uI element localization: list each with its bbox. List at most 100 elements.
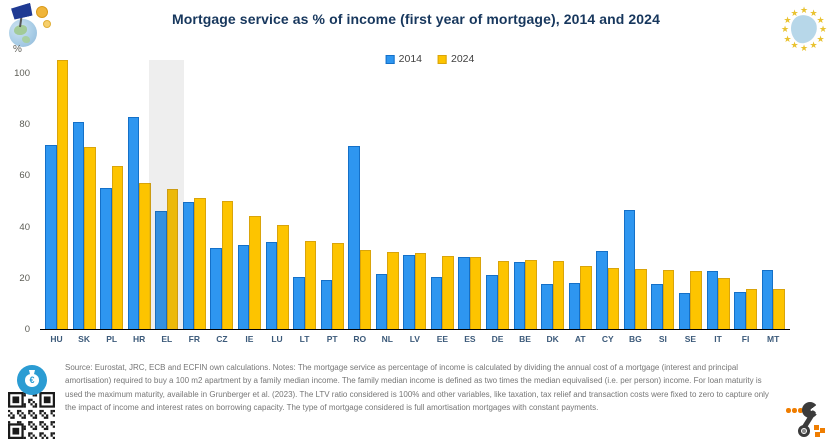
eu-stars-emblem-icon: ★ ★ ★ ★ ★ ★ ★ ★ ★ ★ ★ ★: [780, 5, 828, 53]
bar-DK-2014: [541, 284, 553, 329]
euro-symbol: €: [29, 375, 35, 385]
bar-DE-2014: [486, 275, 498, 329]
bar-FR-2024: [194, 198, 206, 329]
bar-IE-2014: [237, 244, 250, 329]
bar-RO-2024: [359, 249, 372, 329]
globe-euro-icon: [6, 3, 52, 51]
y-tick-label: 80: [19, 119, 30, 131]
bar-PL-2014: [100, 188, 112, 329]
bar-group-HU: [45, 60, 68, 329]
x-axis-labels: HU SK PL HR EL FR CZ IE LU LT PT RO NL LV EE ES DE BE DK AT…: [40, 334, 790, 344]
x-label-IT: IT: [714, 334, 722, 344]
bar-group-IE: [237, 60, 261, 329]
bar-FI-2024: [745, 289, 758, 329]
x-label-CZ: CZ: [216, 334, 228, 344]
eu-star: ★: [783, 14, 792, 25]
bar-group-BE: [513, 60, 537, 329]
bar-BE-2024: [525, 259, 537, 329]
eu-star: ★: [819, 24, 828, 34]
bar-SE-2024: [690, 271, 702, 329]
bar-group-LT: [293, 60, 317, 329]
bar-group-IT: [706, 60, 730, 329]
y-tick-label: 20: [19, 272, 30, 284]
eu-star: ★: [800, 43, 809, 53]
bar-NL-2014: [375, 273, 388, 329]
logo-pixel-square: [820, 428, 825, 433]
eu-star: ★: [816, 14, 825, 25]
chart-title: Mortgage service as % of income (first y…: [172, 11, 660, 27]
bar-ES-2024: [469, 257, 482, 329]
bar-group-FI: [734, 60, 758, 329]
eu-star: ★: [816, 33, 825, 44]
bar-AT-2014: [568, 282, 581, 329]
bar-HR-2014: [127, 116, 140, 329]
bar-EL-2024: [166, 189, 179, 329]
y-axis-ticks: 0 20 40 60 80 100: [0, 60, 34, 335]
bar-SK-2024: [84, 147, 96, 329]
bar-LT-2024: [304, 240, 317, 329]
bar-FR-2014: [182, 202, 195, 329]
bar-SI-2024: [662, 270, 675, 329]
bar-MT-2014: [761, 270, 774, 329]
x-label-DK: DK: [546, 334, 559, 344]
x-label-NL: NL: [381, 334, 393, 344]
bar-CZ-2024: [221, 201, 234, 329]
bar-SI-2014: [651, 284, 663, 329]
x-label-HR: HR: [133, 334, 146, 344]
bar-CY-2014: [596, 250, 608, 329]
x-label-EL: EL: [161, 334, 173, 344]
bar-PL-2024: [111, 166, 124, 329]
globe-continent-shape: [22, 36, 30, 43]
bar-group-DE: [486, 60, 509, 329]
bar-HR-2024: [139, 183, 151, 329]
logo-dot: [798, 408, 803, 413]
bar-groups: [40, 60, 790, 329]
bar-MT-2024: [773, 289, 785, 329]
bar-group-RO: [348, 60, 372, 329]
coin-icon: [36, 6, 48, 18]
bar-CY-2024: [607, 267, 620, 329]
legend-item-2014: 2014: [385, 53, 422, 65]
x-label-CY: CY: [601, 334, 614, 344]
legend-swatch: [385, 54, 395, 64]
bar-EE-2014: [430, 276, 443, 329]
bar-group-AT: [568, 60, 592, 329]
x-label-SI: SI: [658, 334, 667, 344]
globe-continent-shape: [14, 25, 27, 35]
bar-NL-2024: [387, 252, 399, 329]
percent-bottom-circle-core: [802, 429, 806, 433]
x-label-LT: LT: [299, 334, 310, 344]
eu-star: ★: [800, 5, 809, 15]
bar-HU-2024: [56, 60, 68, 329]
x-label-DE: DE: [491, 334, 504, 344]
eu-star: ★: [790, 40, 799, 51]
bar-LV-2014: [403, 254, 415, 329]
y-tick-label: 60: [19, 170, 30, 182]
bar-PT-2024: [332, 243, 344, 329]
bar-AT-2024: [580, 266, 592, 329]
bar-IT-2024: [718, 277, 730, 329]
legend-label: 2024: [451, 53, 475, 65]
bar-DK-2024: [552, 261, 565, 329]
bar-group-CY: [596, 60, 620, 329]
bar-BG-2024: [635, 268, 647, 329]
bar-group-FR: [182, 60, 206, 329]
bar-RO-2014: [348, 145, 360, 329]
bar-LV-2024: [414, 253, 427, 329]
y-tick-label: 40: [19, 221, 30, 233]
pacman-eye: [809, 405, 812, 408]
source-notes-text: Source: Eurostat, JRC, ECB and ECFIN own…: [65, 363, 769, 413]
eu-star: ★: [809, 40, 818, 51]
legend-swatch: [438, 54, 447, 64]
bar-group-CZ: [210, 60, 234, 329]
x-label-PL: PL: [106, 334, 118, 344]
bar-EL-2014: [155, 211, 167, 329]
bar-group-DK: [541, 60, 565, 329]
x-label-EE: EE: [436, 334, 449, 344]
bar-group-ES: [458, 60, 482, 329]
bar-IE-2024: [249, 216, 261, 329]
bar-group-LV: [403, 60, 427, 329]
bar-IT-2014: [706, 271, 718, 329]
x-label-AT: AT: [574, 334, 586, 344]
x-label-PT: PT: [326, 334, 338, 344]
